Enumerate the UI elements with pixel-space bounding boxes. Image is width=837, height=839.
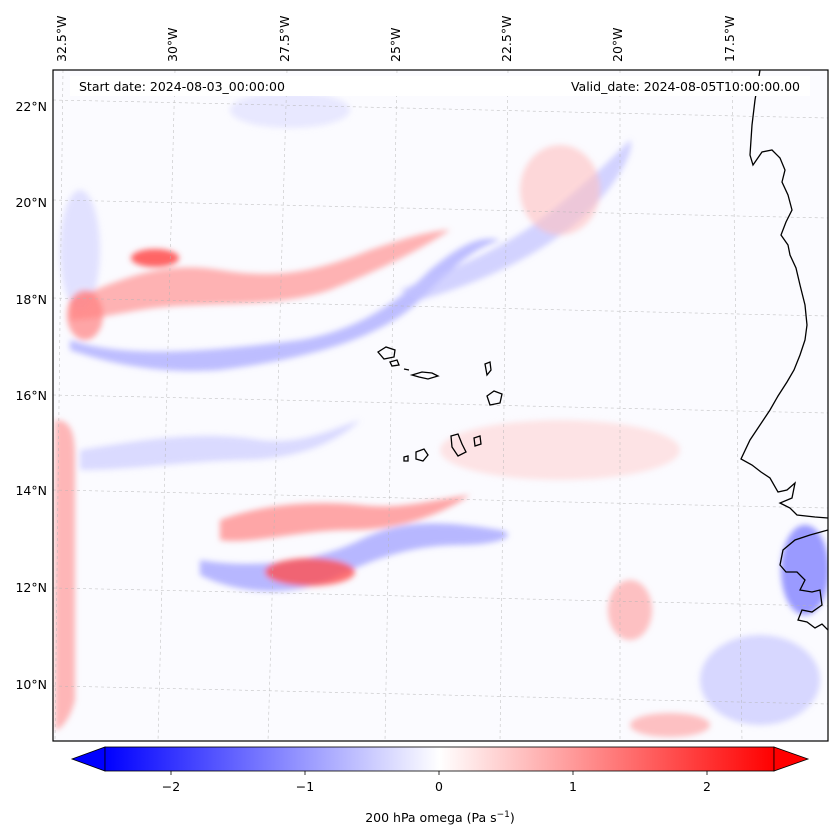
lon-label-17.5w: 17.5°W: [722, 16, 737, 62]
latitude-labels: 22°N 20°N 18°N 16°N 14°N 12°N 10°N: [15, 99, 47, 692]
colorbar-label-exponent: −1: [497, 810, 510, 820]
lat-label-18n: 18°N: [15, 292, 47, 307]
african-coastline: [740, 70, 828, 631]
colorbar-extend-high: [773, 746, 810, 772]
colorbar-tick-minus-2: −2: [162, 779, 180, 794]
omega-field: [53, 70, 828, 741]
island-santo-antao: [377, 346, 396, 360]
upward-motion-band-northeast: [400, 140, 631, 300]
downward-motion-core-south: [265, 558, 355, 586]
colorbar-tick-labels: −2 −1 0 1 2: [162, 779, 711, 794]
lon-label-20w: 20°W: [610, 27, 625, 62]
island-brava: [403, 455, 409, 462]
colorbar-tick-0: 0: [435, 779, 443, 794]
gridlines: [53, 70, 828, 741]
colorbar-label-prefix: 200 hPa omega (Pa s: [365, 810, 496, 825]
downward-motion-northeast: [520, 145, 600, 235]
colorbar-label-suffix: ): [510, 810, 515, 825]
lat-label-12n: 12°N: [15, 580, 47, 595]
island-santiago: [450, 433, 467, 457]
lat-label-10n: 10°N: [15, 677, 47, 692]
upward-motion-coastal: [781, 525, 828, 615]
lat-label-14n: 14°N: [15, 483, 47, 498]
colorbar-extend-low: [70, 746, 106, 772]
downward-motion-western-edge: [55, 420, 75, 730]
downward-motion-mid: [440, 420, 680, 480]
lon-label-30w: 30°W: [165, 27, 180, 62]
upward-motion-band-mid: [80, 420, 360, 470]
island-santa-luzia: [403, 368, 410, 371]
downward-motion-band-south: [220, 495, 470, 542]
lon-label-32.5w: 32.5°W: [54, 16, 69, 62]
omega-blobs: [55, 92, 828, 737]
start-date-label: Start date: 2024-08-03_00:00:00: [79, 79, 285, 94]
lat-label-16n: 16°N: [15, 388, 47, 403]
colorbar-body: [104, 746, 775, 772]
island-boa-vista: [486, 390, 503, 406]
colorbar-tick-minus-1: −1: [296, 779, 314, 794]
downward-motion-band-north: [70, 230, 450, 320]
date-label-box: [70, 76, 810, 96]
colorbar-tick-2: 2: [703, 779, 711, 794]
colorbar-ticks: [170, 771, 708, 775]
longitude-labels: 32.5°W 30°W 27.5°W 25°W 22.5°W 20°W 17.5…: [54, 16, 737, 62]
downward-motion-northwest: [67, 290, 103, 340]
colorbar-label: 200 hPa omega (Pa s−1): [365, 810, 515, 825]
lon-label-22.5w: 22.5°W: [499, 16, 514, 62]
upward-motion-southeast: [700, 635, 820, 725]
island-sao-vicente: [389, 359, 400, 367]
upward-motion-north: [230, 92, 350, 128]
downward-motion-core-north: [131, 249, 179, 267]
island-sal: [484, 361, 492, 377]
cape-verde-islands: [377, 346, 503, 462]
downward-motion-east: [608, 580, 652, 640]
upward-motion-west: [60, 190, 100, 310]
lat-label-20n: 20°N: [15, 195, 47, 210]
upward-motion-band-north: [70, 238, 500, 371]
lat-label-22n: 22°N: [15, 99, 47, 114]
island-fogo: [415, 448, 429, 462]
valid-date-label: Valid_date: 2024-08-05T10:00:00.00: [571, 79, 800, 94]
lon-label-27.5w: 27.5°W: [277, 16, 292, 62]
island-maio: [473, 435, 482, 447]
downward-motion-south-edge: [630, 713, 710, 737]
map-frame: [52, 69, 829, 742]
colorbar: −2 −1 0 1 2 200 hPa omega (Pa s−1): [70, 746, 810, 825]
island-sao-nicolau: [409, 371, 440, 380]
colorbar-tick-1: 1: [569, 779, 577, 794]
map-background: [53, 70, 828, 741]
lon-label-25w: 25°W: [388, 27, 403, 62]
